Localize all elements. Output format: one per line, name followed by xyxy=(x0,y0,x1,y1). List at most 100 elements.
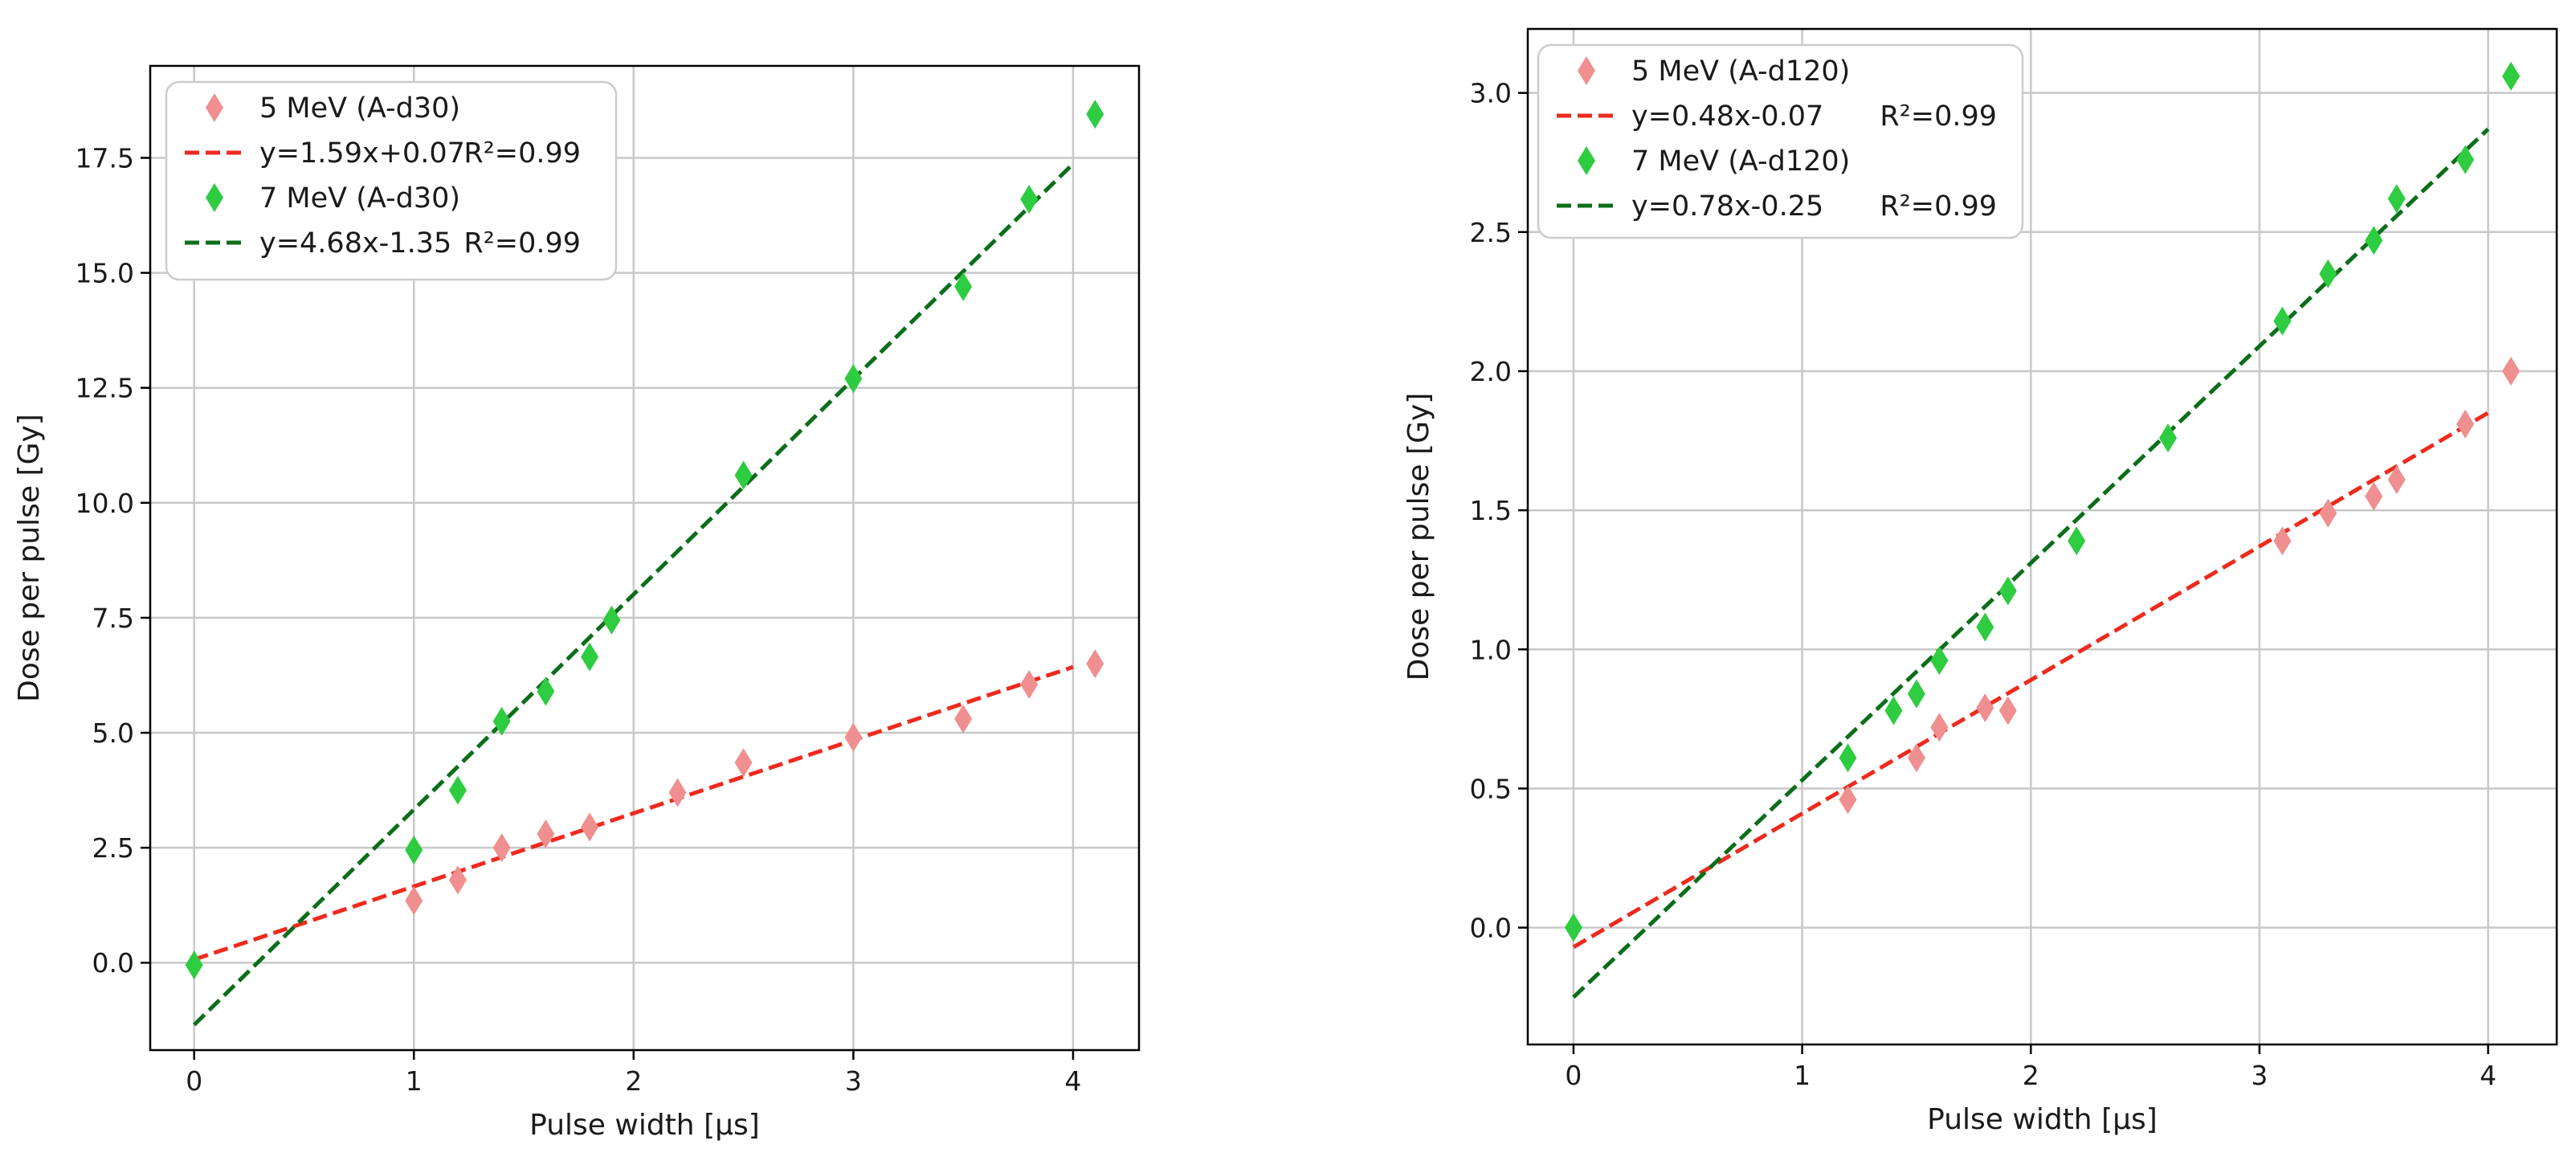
data-point xyxy=(668,778,687,807)
data-point xyxy=(734,748,753,778)
data-point xyxy=(2068,526,2086,556)
legend-r2-label: R²=0.99 xyxy=(1880,190,1997,223)
legend-entry-label: 5 MeV (A-d120) xyxy=(1631,55,1850,88)
y-tick-label: 2.5 xyxy=(1470,217,1512,248)
data-point xyxy=(492,833,511,863)
data-point xyxy=(1976,693,1994,722)
legend-marker xyxy=(206,93,223,122)
data-point xyxy=(1564,913,1582,942)
data-point xyxy=(2319,259,2337,288)
y-tick-label: 0.5 xyxy=(1470,773,1512,804)
data-point xyxy=(1930,713,1949,742)
plot-area xyxy=(185,100,1104,1027)
y-tick-label: 5.0 xyxy=(92,717,134,749)
data-point xyxy=(2456,409,2475,439)
x-tick-label: 4 xyxy=(2480,1060,2496,1091)
grid xyxy=(150,66,1139,1050)
x-axis-label: Pulse width [μs] xyxy=(1927,1103,2158,1136)
y-tick-label: 1.5 xyxy=(1470,495,1512,526)
data-point xyxy=(2387,184,2406,214)
y-tick-label: 7.5 xyxy=(92,603,134,634)
left-chart: 0 1 2 3 4 0.0 2.5 5.0 7.5 10.0 12.5 15.0 17.5 Pulse w… xyxy=(13,64,1141,1142)
fit-line xyxy=(193,664,1074,962)
data-point xyxy=(1839,785,1857,815)
x-axis-label: Pulse width [μs] xyxy=(529,1109,760,1142)
data-point xyxy=(2387,465,2406,495)
legend-r2-label: R²=0.99 xyxy=(463,227,581,260)
data-point xyxy=(492,706,511,736)
data-point xyxy=(1884,696,1903,726)
legend-marker xyxy=(206,183,223,212)
data-point xyxy=(2365,226,2383,255)
x-tick-label: 4 xyxy=(1064,1065,1081,1097)
legend-entry-label: 7 MeV (A-d30) xyxy=(259,182,460,215)
data-point xyxy=(1086,100,1104,129)
fit-line xyxy=(1572,411,2489,949)
plot-area xyxy=(1564,61,2521,999)
data-point xyxy=(405,885,423,915)
data-point xyxy=(2273,306,2292,336)
data-point xyxy=(1930,646,1949,676)
data-point xyxy=(185,950,203,980)
data-point xyxy=(581,812,599,842)
x-tick-label: 3 xyxy=(2251,1060,2268,1091)
data-point xyxy=(1086,649,1104,679)
data-point xyxy=(1998,576,2017,606)
data-point xyxy=(537,677,555,706)
data-point xyxy=(2502,356,2521,386)
x-tick-label: 3 xyxy=(845,1065,862,1097)
data-point xyxy=(581,642,599,672)
data-point xyxy=(448,775,467,805)
x-tick-label: 1 xyxy=(1794,1060,1811,1091)
legend-entry-label: y=4.68x-1.35 xyxy=(259,227,451,260)
y-tick-label: 2.0 xyxy=(1470,356,1512,387)
data-point xyxy=(2273,526,2292,556)
data-point xyxy=(2319,498,2337,528)
data-point xyxy=(1976,612,1994,642)
data-point xyxy=(2502,61,2521,91)
x-tick-label: 0 xyxy=(186,1065,202,1097)
data-point xyxy=(537,819,555,848)
y-tick-label: 12.5 xyxy=(76,373,134,404)
legend-entry-label: y=1.59x+0.07 xyxy=(259,137,465,170)
x-tick-label: 2 xyxy=(625,1065,642,1097)
data-point xyxy=(954,704,973,734)
data-point xyxy=(2456,145,2475,174)
legend-r2-label: R²=0.99 xyxy=(463,137,581,170)
plot-frame xyxy=(149,64,1141,1052)
y-tick-label: 3.0 xyxy=(1470,78,1512,109)
legend-box xyxy=(165,80,618,281)
y-tick-label: 10.0 xyxy=(76,488,134,519)
data-point xyxy=(1998,696,2017,726)
data-point xyxy=(448,865,467,895)
legend: 5 MeV (A-d120) y=0.48x-0.07 R²=0.99 7 MeV (… xyxy=(1537,43,2024,239)
y-axis-label: Dose per pulse [Gy] xyxy=(1402,393,1435,681)
data-point xyxy=(1020,669,1039,699)
data-point xyxy=(2159,423,2178,453)
legend-entry-label: 5 MeV (A-d30) xyxy=(259,92,460,125)
data-point xyxy=(734,460,753,490)
x-tick-label: 1 xyxy=(406,1065,423,1097)
data-point xyxy=(1020,185,1039,215)
y-tick-label: 0.0 xyxy=(1470,913,1512,944)
y-tick-label: 15.0 xyxy=(76,258,134,289)
legend-entry-label: y=0.78x-0.25 xyxy=(1631,190,1823,223)
legend-marker xyxy=(1578,56,1595,85)
legend-entry-label: 7 MeV (A-d120) xyxy=(1631,145,1850,178)
data-point xyxy=(405,835,423,865)
data-point xyxy=(602,605,621,635)
legend-r2-label: R²=0.99 xyxy=(1880,100,1997,133)
data-point xyxy=(954,272,973,301)
y-tick-label: 0.0 xyxy=(92,947,134,979)
x-tick-label: 0 xyxy=(1565,1060,1582,1091)
fit-line xyxy=(192,162,1075,1027)
data-point xyxy=(1839,743,1857,773)
x-tick-label: 2 xyxy=(2023,1060,2039,1091)
y-tick-label: 17.5 xyxy=(76,142,134,174)
legend-entry-label: y=0.48x-0.07 xyxy=(1631,100,1823,133)
legend-box xyxy=(1537,43,2024,239)
data-point xyxy=(1907,743,1925,773)
data-point xyxy=(844,364,863,394)
